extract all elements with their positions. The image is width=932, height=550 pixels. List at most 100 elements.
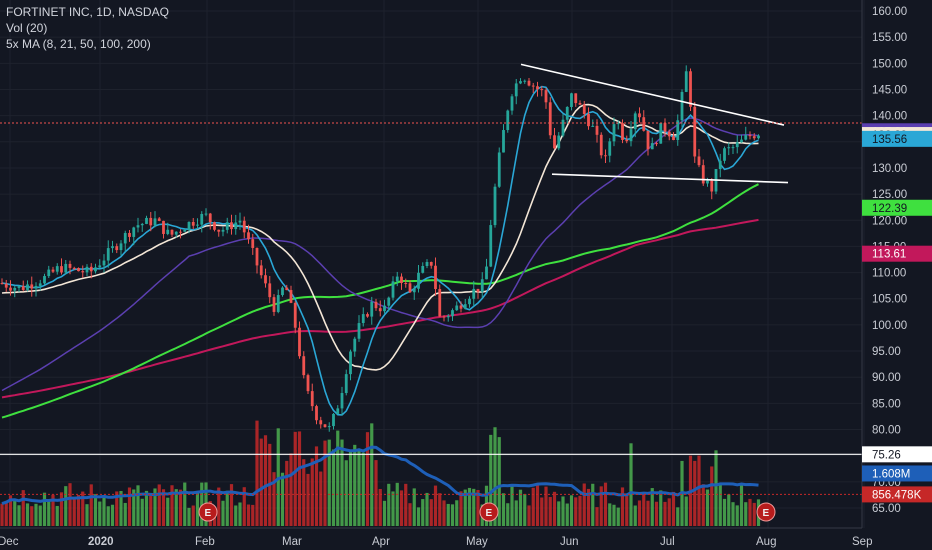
volume-bar [565, 503, 569, 526]
candle-body [255, 247, 259, 266]
candle-body [744, 135, 748, 140]
volume-bar [391, 491, 395, 526]
candle-body [145, 217, 148, 224]
candle-body [659, 123, 663, 144]
volume-bar [718, 484, 722, 526]
volume-bar [578, 495, 582, 526]
volume-bar [365, 432, 370, 526]
earnings-marker[interactable] [479, 502, 499, 522]
moving-average-lines [1, 85, 759, 419]
volume-bar [310, 458, 314, 526]
x-tick-label: Mar [282, 536, 302, 548]
volume-bar [234, 505, 238, 526]
x-tick-label: Feb [195, 536, 215, 548]
candle-body [740, 139, 743, 143]
candle-body [310, 391, 314, 407]
candle-body [21, 286, 25, 290]
price-tag-label: 75.26 [872, 449, 901, 461]
candle-body [213, 222, 216, 230]
candle-body [140, 223, 144, 226]
volume-bar [123, 502, 127, 526]
volume-bar [476, 490, 480, 526]
volume-bar [693, 460, 697, 526]
volume-bar [506, 503, 510, 526]
volume-bar [246, 504, 251, 526]
candle-body [757, 135, 760, 139]
earnings-marker[interactable] [198, 502, 218, 522]
candle-body [64, 263, 68, 273]
candle-body [642, 117, 646, 131]
candle-body [548, 102, 552, 136]
volume-bar [238, 502, 242, 526]
volume-bar [603, 482, 608, 526]
candle-body [259, 265, 263, 276]
candle-body [191, 221, 195, 226]
volume-bar [586, 488, 591, 526]
volume-bar [748, 498, 752, 526]
candle-body [128, 232, 131, 237]
trendlines[interactable] [520, 63, 789, 184]
candle-body [706, 180, 709, 184]
candle-body [523, 80, 527, 82]
candle-body [298, 327, 301, 357]
candle-body [357, 323, 361, 339]
candle-body [701, 165, 705, 184]
volume-bar [221, 500, 225, 526]
x-tick-label: Apr [372, 536, 390, 548]
volume-bar [642, 493, 646, 526]
candle-body [536, 86, 539, 90]
volume-bar [64, 486, 68, 526]
volume-bar [467, 487, 472, 526]
candle-body [247, 232, 250, 240]
ma-indicator-label[interactable]: 5x MA (8, 21, 50, 100, 200) [6, 37, 151, 51]
volume-bar [489, 434, 493, 526]
candle-body [735, 142, 739, 148]
candle-body [361, 314, 365, 324]
candle-body [119, 243, 123, 251]
volume-bar [272, 472, 276, 526]
volume-bar [416, 507, 421, 526]
volume-bar [17, 505, 21, 526]
volume-bar [531, 487, 535, 526]
candle-body [527, 80, 531, 86]
volume-bar [523, 494, 527, 526]
volume-bar [671, 491, 676, 526]
volume-bar [744, 502, 748, 526]
candle-body [506, 110, 510, 131]
candle-body [174, 231, 178, 235]
volume-bar [387, 483, 391, 526]
candle-body [502, 130, 505, 153]
volume-bar [30, 506, 34, 526]
candle-body [166, 229, 170, 234]
volume-bar [25, 503, 30, 526]
candle-body [115, 246, 119, 251]
volume-bar [442, 500, 446, 526]
candle-body [38, 283, 42, 286]
volume-bar [13, 499, 17, 526]
volume-bar [378, 488, 382, 526]
trendline[interactable] [520, 63, 785, 126]
price-axis[interactable]: 160.00155.00150.00145.00140.00135.00130.… [872, 6, 907, 515]
volume-bar [353, 444, 357, 526]
volume-bar [98, 501, 102, 526]
volume-bar [633, 505, 637, 526]
volume-bar [727, 494, 731, 526]
candle-body [578, 103, 582, 105]
candle-body [30, 284, 34, 289]
volume-bar [518, 489, 523, 526]
candle-body [13, 287, 17, 291]
trendline[interactable] [551, 173, 789, 184]
symbol-title[interactable]: FORTINET INC, 1D, NASDAQ [6, 5, 169, 19]
volume-indicator-label[interactable]: Vol (20) [6, 21, 48, 35]
earnings-marker[interactable] [756, 502, 776, 522]
volume-bar [429, 499, 433, 526]
volume-bar [446, 503, 450, 526]
x-tick-label: Aug [756, 536, 776, 548]
candle-body [94, 267, 97, 272]
volume-bar [59, 492, 64, 526]
volume-bar [544, 486, 548, 526]
candle-body [196, 224, 199, 226]
time-axis[interactable]: Dec 2020 Feb Mar Apr May Jun Jul Aug Sep [0, 536, 872, 548]
